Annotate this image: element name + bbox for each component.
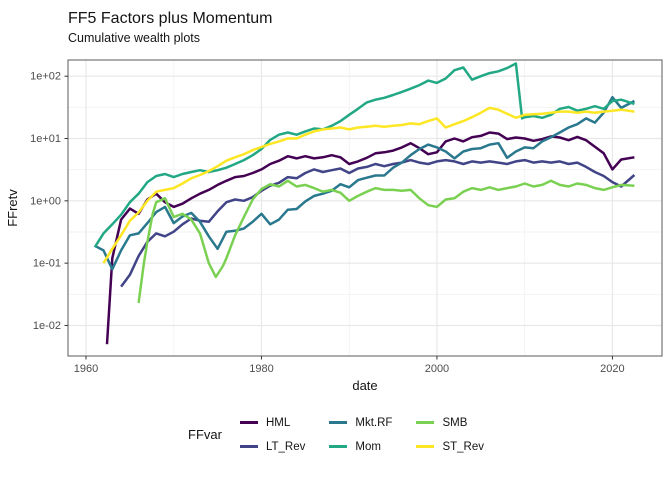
x-tick-label: 2020 <box>600 363 624 375</box>
legend-item-Mkt.RF: Mkt.RF <box>329 417 392 429</box>
legend-key-HML <box>239 421 258 424</box>
panel-border <box>67 59 663 357</box>
x-tick-label: 1980 <box>249 363 273 375</box>
y-tick-label: 1e+02 <box>30 71 61 83</box>
y-tick-label: 1e-02 <box>33 320 61 332</box>
legend-key-ST_Rev <box>416 445 435 448</box>
legend-key-LT_Rev <box>239 445 258 448</box>
legend-items: HML LT_Rev Mkt.RF Mom SMB ST_Rev <box>239 414 484 455</box>
x-axis-title: date <box>352 378 378 393</box>
legend-item-Mom: Mom <box>329 441 392 453</box>
x-tick-label: 1960 <box>74 363 98 375</box>
chart-title: FF5 Factors plus Momentum <box>68 10 273 27</box>
legend-item-LT_Rev: LT_Rev <box>239 440 306 453</box>
chart-subtitle: Cumulative wealth plots <box>68 31 201 45</box>
legend-label-SMB: SMB <box>442 416 468 429</box>
series-line-LT_Rev <box>120 158 636 288</box>
y-tick-label: 1e+00 <box>30 195 61 207</box>
y-axis-title: FFretv <box>5 189 20 227</box>
y-tick-label: 1e-01 <box>33 258 61 270</box>
legend-label-Mkt.RF: Mkt.RF <box>355 416 393 429</box>
legend-item-SMB: SMB <box>416 417 484 429</box>
legend: FFvar HML LT_Rev Mkt.RF Mom SMB ST_Rev <box>0 414 672 455</box>
series-line-HML <box>105 131 635 345</box>
legend-label-ST_Rev: ST_Rev <box>442 440 484 453</box>
legend-title: FFvar <box>188 427 222 442</box>
series-line-SMB <box>137 179 635 304</box>
y-tick-label: 1e+01 <box>30 133 61 145</box>
legend-label-LT_Rev: LT_Rev <box>265 440 306 453</box>
legend-key-Mkt.RF <box>329 421 348 424</box>
legend-key-SMB <box>416 421 435 424</box>
x-tick-label: 2000 <box>425 363 449 375</box>
legend-label-Mom: Mom <box>355 440 381 453</box>
legend-item-HML: HML <box>239 416 305 429</box>
series-line-Mom <box>93 62 635 248</box>
legend-label-HML: HML <box>265 416 291 429</box>
series-line-ST_Rev <box>102 106 635 264</box>
legend-key-Mom <box>329 445 348 448</box>
legend-item-ST_Rev: ST_Rev <box>416 441 484 453</box>
